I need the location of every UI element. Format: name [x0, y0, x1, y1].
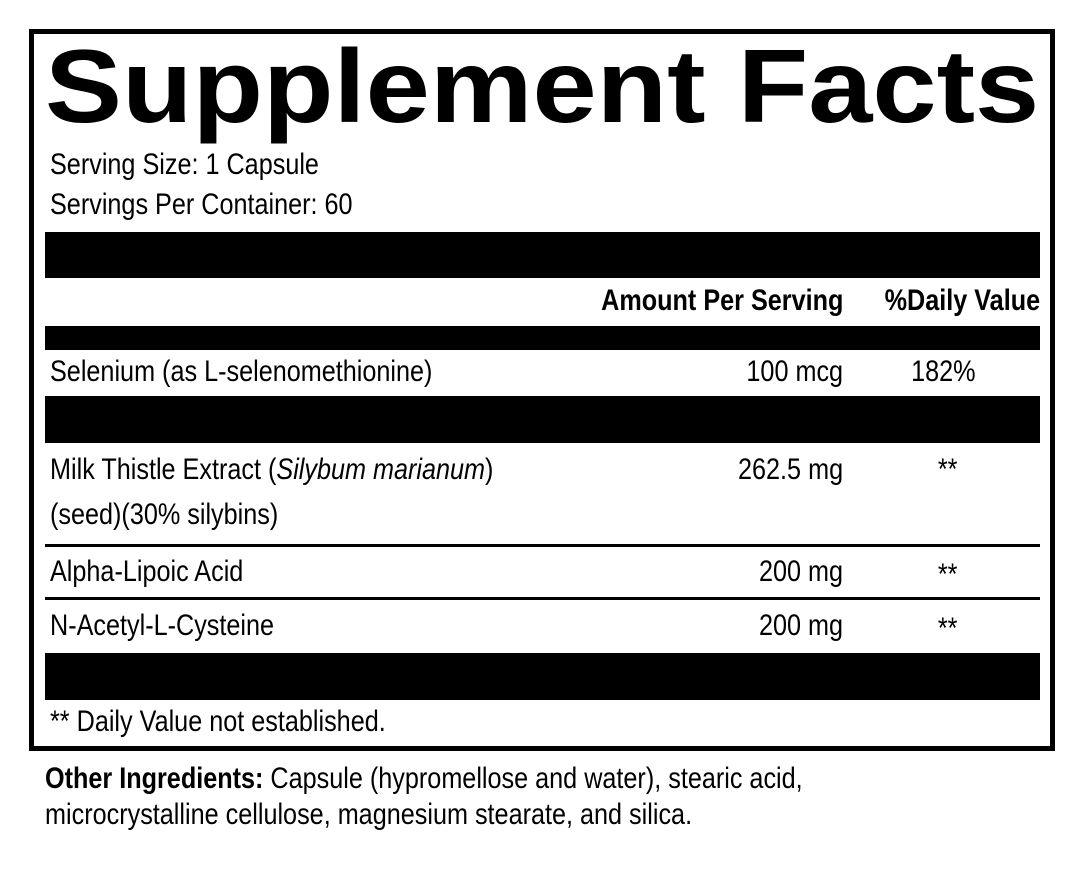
ingredient-amount: 200 mg — [758, 555, 843, 588]
other-ingredients-text: microcrystalline cellulose, magnesium st… — [45, 798, 693, 831]
other-ingredients-line2: microcrystalline cellulose, magnesium st… — [45, 800, 815, 830]
ingredient-name: N-Acetyl-L-Cysteine — [50, 609, 275, 642]
botanical-name: Silybum marianum — [276, 453, 486, 486]
other-ingredients-label: Other Ingredients: — [45, 762, 264, 795]
divider-bar — [45, 396, 1040, 443]
ingredient-name: Alpha-Lipoic Acid — [50, 555, 244, 588]
header-daily-value: %Daily Value — [884, 284, 1040, 317]
ingredient-name-line2: (seed)(30% silybins) — [50, 498, 279, 531]
ingredient-amount: 200 mg — [758, 609, 843, 642]
other-ingredients: Other Ingredients: Capsule (hypromellose… — [45, 764, 947, 794]
ingredient-dv: ** — [938, 453, 958, 486]
ingredient-name: Milk Thistle Extract (Silybum marianum) — [50, 455, 493, 485]
servings-per-container: Servings Per Container: 60 — [50, 190, 410, 220]
divider-bar — [45, 326, 1040, 350]
row-divider — [45, 544, 1040, 547]
ingredient-dv: ** — [938, 612, 958, 645]
divider-bar — [45, 653, 1040, 700]
ingredient-dv: ** — [938, 558, 958, 591]
other-ingredients-text: Capsule (hypromellose and water), steari… — [263, 762, 803, 795]
title-text: Supplement Facts — [45, 29, 1040, 145]
name-part: ) — [485, 453, 494, 486]
servings-per-container-text: Servings Per Container: 60 — [50, 188, 353, 221]
ingredient-amount: 100 mcg — [746, 355, 843, 388]
row-divider — [45, 597, 1040, 600]
serving-size-text: Serving Size: 1 Capsule — [50, 148, 319, 181]
footnote: ** Daily Value not established. — [50, 707, 450, 737]
ingredient-dv: 182% — [910, 355, 976, 388]
supplement-facts-panel — [29, 29, 1055, 751]
header-amount: Amount Per Serving — [600, 284, 843, 317]
serving-size: Serving Size: 1 Capsule — [50, 150, 370, 180]
divider-bar — [45, 232, 1040, 278]
panel-title: Supplement Facts — [45, 32, 1039, 142]
header-daily-value-wrap: %Daily Value — [855, 286, 1040, 316]
ingredient-name: Selenium (as L-selenomethionine) — [50, 355, 433, 388]
column-header: Amount Per Serving — [555, 286, 843, 316]
footnote-text: ** Daily Value not established. — [50, 705, 386, 738]
ingredient-amount: 262.5 mg — [737, 453, 843, 486]
name-part: Milk Thistle Extract ( — [50, 453, 277, 486]
